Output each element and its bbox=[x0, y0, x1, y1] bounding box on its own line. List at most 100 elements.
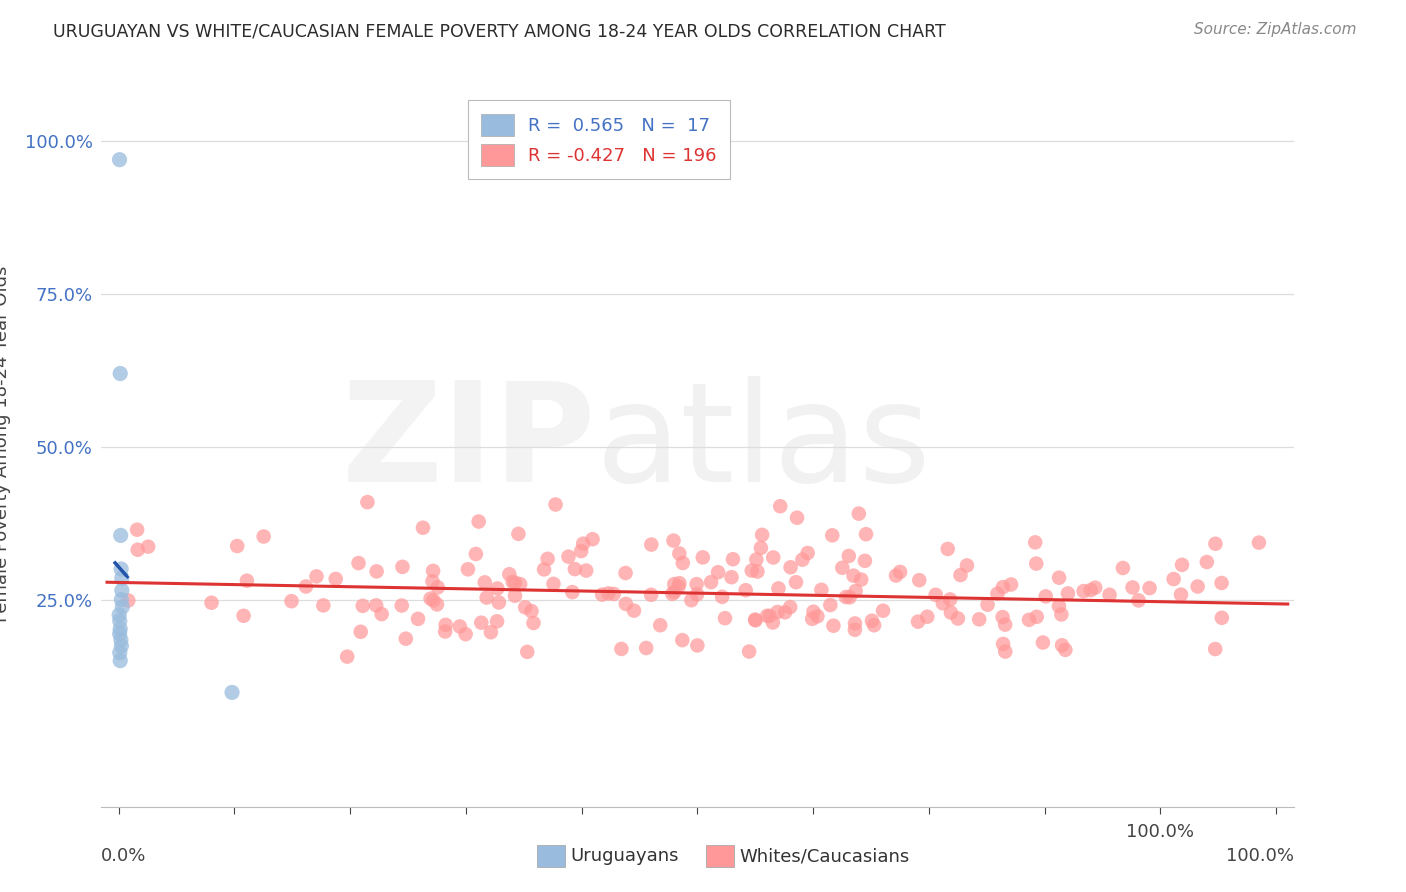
Point bbox=[932, 596, 955, 610]
Point bbox=[544, 498, 567, 512]
Point bbox=[503, 575, 526, 590]
Point bbox=[668, 576, 690, 591]
Point bbox=[685, 577, 707, 591]
Point bbox=[110, 654, 132, 668]
Point bbox=[488, 595, 510, 609]
Point bbox=[863, 618, 886, 632]
Point bbox=[769, 500, 792, 514]
Point bbox=[232, 608, 254, 623]
Y-axis label: Female Poverty Among 18-24 Year Olds: Female Poverty Among 18-24 Year Olds bbox=[0, 266, 11, 622]
Point bbox=[110, 592, 132, 607]
Point bbox=[557, 549, 579, 564]
Point bbox=[1122, 581, 1144, 595]
Point bbox=[820, 598, 842, 612]
Point bbox=[686, 639, 709, 653]
Point bbox=[792, 552, 814, 566]
Point bbox=[768, 582, 790, 596]
Point bbox=[747, 565, 769, 579]
Point bbox=[305, 569, 328, 583]
Point bbox=[486, 615, 509, 629]
Point bbox=[967, 612, 990, 626]
Point bbox=[994, 617, 1017, 632]
Point bbox=[915, 609, 938, 624]
Point bbox=[640, 588, 662, 602]
Point bbox=[1204, 642, 1226, 657]
Point bbox=[1025, 557, 1047, 571]
Point bbox=[1073, 584, 1095, 599]
Point bbox=[236, 574, 259, 588]
Text: atlas: atlas bbox=[596, 376, 932, 511]
Point bbox=[1139, 581, 1161, 595]
Point bbox=[664, 585, 686, 599]
Point bbox=[422, 574, 444, 589]
Point bbox=[844, 616, 866, 631]
Point bbox=[508, 527, 530, 541]
Point bbox=[498, 567, 520, 582]
Point bbox=[741, 564, 763, 578]
Point bbox=[110, 639, 132, 653]
Point bbox=[509, 577, 531, 591]
Point bbox=[860, 614, 883, 628]
Point bbox=[1047, 599, 1070, 613]
Point bbox=[610, 642, 633, 657]
Point bbox=[502, 574, 524, 589]
Point bbox=[1170, 588, 1192, 602]
Text: ZIP: ZIP bbox=[342, 376, 596, 511]
Point bbox=[533, 562, 555, 576]
Point bbox=[479, 625, 502, 640]
Point bbox=[575, 564, 598, 578]
Point bbox=[1171, 558, 1194, 572]
Point bbox=[603, 587, 626, 601]
Point bbox=[623, 604, 645, 618]
Point bbox=[766, 605, 789, 619]
Point bbox=[949, 568, 972, 582]
Point bbox=[671, 633, 693, 648]
Point bbox=[851, 573, 873, 587]
Point bbox=[806, 609, 828, 624]
Point bbox=[127, 523, 149, 537]
Point bbox=[336, 649, 359, 664]
Point bbox=[1000, 577, 1022, 591]
Point bbox=[1032, 635, 1054, 649]
Point bbox=[756, 608, 779, 623]
Point bbox=[475, 591, 498, 605]
Point bbox=[1163, 572, 1185, 586]
Point bbox=[111, 571, 134, 585]
Point bbox=[127, 542, 149, 557]
Point bbox=[786, 510, 808, 524]
Point bbox=[422, 593, 444, 607]
Point bbox=[449, 619, 471, 633]
Point bbox=[994, 644, 1017, 658]
Point bbox=[762, 550, 785, 565]
Point bbox=[884, 568, 907, 582]
Point bbox=[614, 597, 637, 611]
Point bbox=[108, 646, 131, 660]
Point bbox=[520, 604, 543, 618]
Point bbox=[1080, 583, 1102, 598]
Point bbox=[280, 594, 302, 608]
Point bbox=[516, 645, 538, 659]
Point bbox=[936, 541, 959, 556]
Point bbox=[664, 577, 686, 591]
Point bbox=[111, 599, 134, 614]
Point bbox=[457, 562, 479, 576]
Point bbox=[422, 564, 444, 578]
Point bbox=[474, 575, 496, 590]
Point bbox=[366, 599, 388, 613]
Point bbox=[591, 588, 613, 602]
Point bbox=[391, 599, 413, 613]
Text: 100.0%: 100.0% bbox=[1226, 847, 1294, 865]
Point bbox=[434, 624, 457, 639]
Point bbox=[312, 599, 335, 613]
Point bbox=[454, 627, 477, 641]
Point bbox=[486, 582, 509, 596]
Point bbox=[946, 611, 969, 625]
Point bbox=[907, 615, 929, 629]
Point bbox=[370, 607, 392, 621]
Point bbox=[108, 626, 131, 640]
Point bbox=[956, 558, 979, 573]
Point bbox=[692, 550, 714, 565]
Point bbox=[872, 604, 894, 618]
Point bbox=[110, 367, 132, 381]
Point bbox=[253, 529, 276, 543]
